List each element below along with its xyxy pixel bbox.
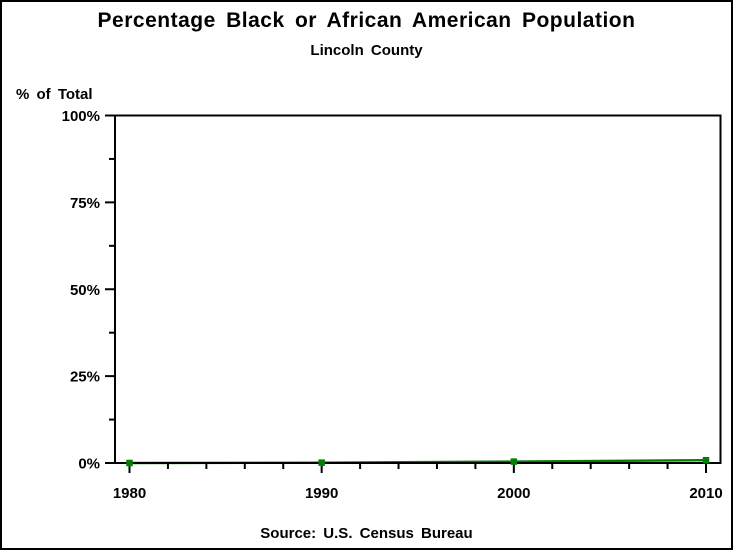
y-axis-label: % of Total (16, 86, 93, 103)
svg-text:75%: 75% (70, 195, 100, 212)
svg-text:25%: 25% (70, 369, 100, 386)
svg-text:50%: 50% (70, 282, 100, 299)
svg-text:2010: 2010 (689, 485, 722, 502)
source-note: Source: U.S. Census Bureau (260, 525, 473, 542)
chart-title: Percentage Black or African American Pop… (97, 9, 636, 32)
svg-text:0%: 0% (78, 456, 100, 473)
chart-subtitle: Lincoln County (310, 42, 423, 59)
svg-text:100%: 100% (62, 108, 100, 125)
svg-text:1990: 1990 (305, 485, 338, 502)
svg-text:2000: 2000 (497, 485, 530, 502)
svg-text:1980: 1980 (113, 485, 146, 502)
